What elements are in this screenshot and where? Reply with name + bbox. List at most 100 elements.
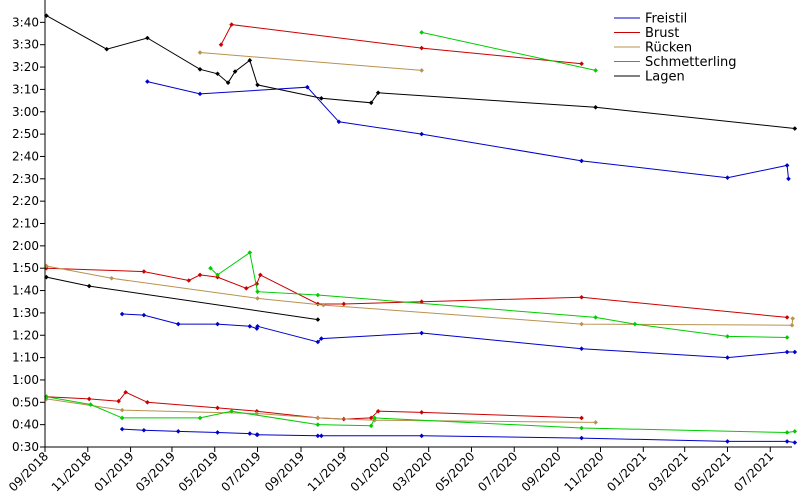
data-point (419, 45, 424, 51)
x-tick-label: 05/2021 (688, 449, 733, 494)
legend-item: Brust (614, 26, 679, 41)
data-point (579, 294, 584, 300)
y-tick-label: 3:10 (12, 82, 39, 96)
data-point (375, 90, 381, 96)
data-point (229, 408, 234, 414)
data-point (197, 415, 203, 421)
data-point (255, 289, 260, 294)
data-point (784, 430, 790, 435)
data-point (255, 296, 260, 301)
x-tick-label: 11/2020 (561, 449, 606, 494)
data-point (197, 66, 203, 72)
data-point (579, 61, 584, 66)
x-tick-label: 11/2019 (305, 449, 350, 494)
data-point (725, 175, 730, 180)
data-point (419, 330, 424, 336)
y-tick-label: 1:20 (12, 328, 39, 342)
data-point (232, 69, 238, 74)
data-point (419, 433, 424, 439)
x-tick-label: 01/2020 (348, 449, 393, 494)
y-tick-label: 3:00 (12, 105, 39, 119)
data-point (86, 283, 92, 289)
data-point (86, 396, 92, 402)
data-point (368, 100, 374, 106)
y-tick-label: 0:30 (12, 440, 39, 454)
series-line (46, 267, 788, 318)
series-line (46, 391, 582, 420)
data-point (792, 126, 798, 131)
data-point (116, 398, 121, 404)
data-point (632, 321, 638, 327)
data-point (255, 324, 260, 329)
x-tick-label: 09/2019 (262, 449, 307, 494)
data-point (88, 402, 93, 407)
data-point (789, 322, 795, 328)
data-point (175, 429, 181, 434)
data-point (197, 272, 203, 278)
data-point (175, 321, 181, 327)
data-point (593, 68, 598, 73)
data-point (593, 420, 598, 425)
y-tick-label: 1:40 (12, 284, 39, 298)
data-point (419, 131, 424, 137)
series-freistil (119, 79, 798, 445)
y-tick-label: 0:40 (12, 418, 39, 432)
series-line (122, 313, 795, 359)
legend-item: Schmetterling (614, 55, 737, 70)
data-point (319, 336, 324, 341)
data-point (593, 104, 598, 110)
x-tick-label: 05/2019 (176, 449, 221, 494)
data-point (315, 292, 321, 298)
data-point (247, 58, 253, 63)
series-line (122, 428, 795, 443)
y-tick-label: 1:50 (12, 261, 39, 275)
y-tick-label: 1:10 (12, 351, 39, 365)
data-point (218, 42, 224, 47)
data-point (44, 274, 49, 280)
data-point (792, 440, 798, 445)
data-point (119, 426, 125, 432)
data-point (141, 427, 147, 433)
legend-item: Rücken (614, 41, 692, 56)
data-point (44, 13, 49, 18)
data-point (255, 432, 260, 438)
data-point (145, 79, 150, 84)
series-line (199, 52, 422, 71)
series-lagen (44, 13, 798, 322)
data-point (419, 299, 424, 305)
x-tick-label: 09/2020 (519, 449, 564, 494)
y-tick-label: 3:30 (12, 38, 39, 52)
data-point (215, 272, 220, 278)
data-point (255, 82, 260, 88)
data-point (336, 119, 342, 125)
data-point (305, 84, 310, 90)
data-point (215, 405, 220, 411)
x-tick-label: 03/2021 (646, 449, 691, 494)
data-point (784, 439, 790, 444)
x-tick-label: 09/2018 (6, 449, 51, 494)
data-point (44, 394, 49, 400)
x-tick-label: 07/2019 (218, 449, 263, 494)
data-point (579, 435, 584, 441)
data-point (725, 334, 730, 339)
data-point (792, 349, 798, 355)
data-point (109, 275, 114, 281)
data-point (792, 429, 798, 434)
data-point (786, 176, 791, 182)
data-point (579, 346, 584, 351)
data-point (145, 400, 150, 405)
data-point (244, 286, 249, 291)
data-point (254, 326, 260, 331)
data-point (725, 439, 730, 444)
data-point (145, 35, 150, 41)
data-point (208, 265, 213, 271)
series-schmetterling (44, 30, 798, 435)
series-line (46, 15, 795, 129)
legend-label: Freistil (645, 12, 687, 27)
data-point (247, 431, 253, 436)
data-point (784, 335, 790, 340)
data-point (247, 250, 253, 255)
legend-item: Freistil (614, 12, 687, 27)
series-line (421, 31, 596, 71)
